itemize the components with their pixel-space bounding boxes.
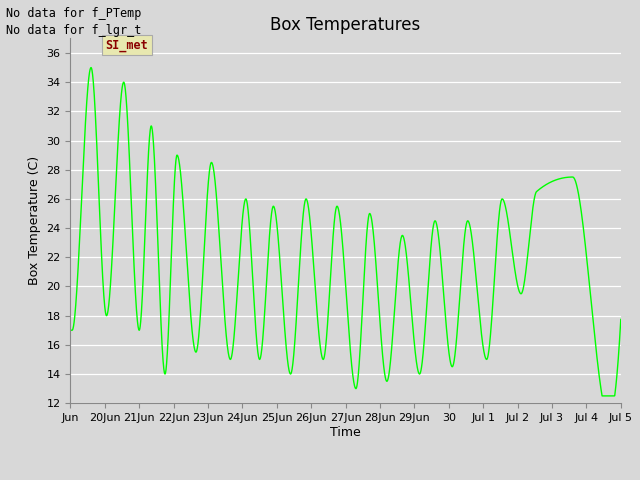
Title: Box Temperatures: Box Temperatures <box>271 16 420 34</box>
Y-axis label: Box Temperature (C): Box Temperature (C) <box>28 156 41 286</box>
Text: SI_met: SI_met <box>106 39 148 52</box>
X-axis label: Time: Time <box>330 426 361 439</box>
Text: No data for f_lgr_t: No data for f_lgr_t <box>6 24 142 36</box>
Text: No data for f_PTemp: No data for f_PTemp <box>6 7 142 20</box>
Legend: Tower Air T: Tower Air T <box>285 476 406 480</box>
